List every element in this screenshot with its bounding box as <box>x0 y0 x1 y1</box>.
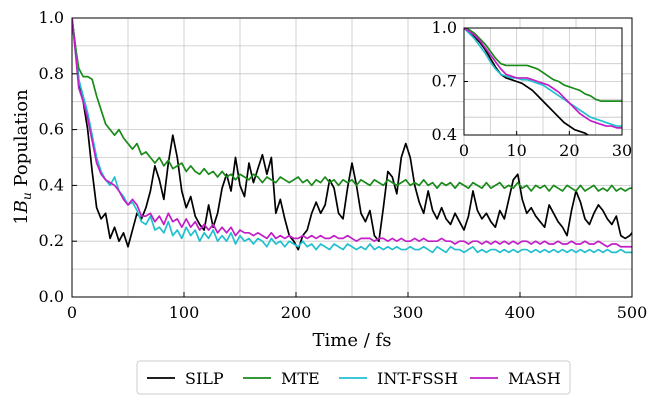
y-tick-label: 0.4 <box>39 175 64 194</box>
inset-series-line-silp <box>464 28 590 135</box>
series-line-mash <box>72 18 632 248</box>
inset-x-tick-label: 20 <box>559 141 579 160</box>
inset-x-tick-label: 0 <box>459 141 469 160</box>
inset-x-tick-label: 10 <box>506 141 526 160</box>
x-tick-label: 200 <box>281 303 312 322</box>
legend-label-int-fssh: INT-FSSH <box>377 369 458 388</box>
inset-y-tick-label: 0.7 <box>432 72 457 91</box>
y-tick-label: 0.2 <box>39 231 64 250</box>
inset-axis-ticks: 0 10 20 30 0.4 0.7 1.0 <box>432 18 633 160</box>
y-axis-label: 1Bu Population <box>11 89 34 225</box>
main-plot-area <box>72 18 632 254</box>
inset-x-tick-label: 30 <box>612 141 632 160</box>
y-tick-label: 0.6 <box>39 120 64 139</box>
inset-plot: 0 10 20 30 0.4 0.7 1.0 <box>432 18 633 160</box>
inset-y-tick-label: 0.4 <box>432 125 457 144</box>
series-line-silp <box>72 18 632 251</box>
x-tick-label: 500 <box>617 303 648 322</box>
y-tick-label: 0.0 <box>39 287 64 306</box>
legend-label-mte: MTE <box>281 369 320 388</box>
series-line-mte <box>72 18 632 192</box>
x-tick-label: 0 <box>67 303 77 322</box>
x-tick-label: 400 <box>505 303 536 322</box>
legend-label-silp: SILP <box>185 369 224 388</box>
inset-series-line-mte <box>464 28 622 102</box>
y-tick-label: 0.8 <box>39 64 64 83</box>
inset-series-line-mash <box>464 28 622 129</box>
x-tick-label: 100 <box>169 303 200 322</box>
x-tick-label: 300 <box>393 303 424 322</box>
y-tick-label: 1.0 <box>39 8 64 27</box>
legend: SILP MTE INT-FSSH MASH <box>136 360 571 395</box>
inset-plot-area <box>464 28 622 135</box>
main-plot-frame <box>71 17 633 298</box>
inset-series-line-int-fssh <box>464 28 622 127</box>
x-axis-label: Time / fs <box>313 330 392 351</box>
series-line-int-fssh <box>72 18 632 254</box>
inset-y-tick-label: 1.0 <box>432 18 457 37</box>
legend-label-mash: MASH <box>508 369 561 388</box>
